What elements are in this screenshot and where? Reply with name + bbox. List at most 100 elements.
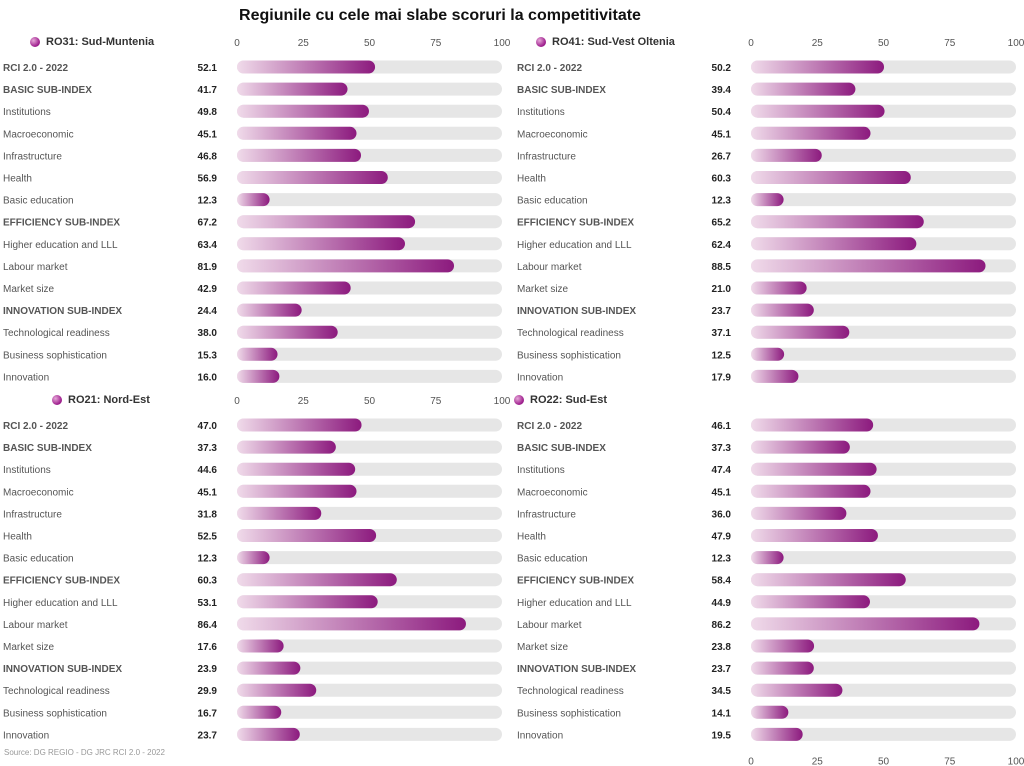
bar [237,705,282,719]
value-label: 17.6 [198,642,218,653]
chart-title: Regiunile cu cele mai slabe scoruri la c… [239,7,641,24]
bar-track [751,193,1016,207]
x-tick-label: 50 [878,756,890,766]
bar-track [751,727,1016,741]
category-label: EFFICIENCY SUB-INDEX [3,218,120,229]
bar [751,705,789,719]
bar [751,529,878,542]
category-label: Innovation [3,372,49,383]
category-label: Technological readiness [517,686,624,697]
bar [751,639,815,653]
bar-track [237,727,502,741]
x-tick-label: 25 [298,396,310,407]
bar-track [237,705,502,719]
bar [751,506,847,520]
bar-chart-nord-est: 0 25 50 75 100 RCI 2.0 - 2022 47.0 BASIC SUB-IN… [3,396,511,741]
category-label: Health [3,532,32,543]
category-label: RCI 2.0 - 2022 [3,421,68,432]
x-tick-label: 75 [944,756,956,766]
bar [237,325,338,339]
bar [237,595,378,609]
value-label: 50.4 [712,107,732,118]
bar-track [751,661,1016,675]
bar [237,171,388,184]
category-label: Technological readiness [3,328,110,339]
bar [751,617,980,631]
bar [751,440,850,454]
panel-header: RO41: Sud-Vest Oltenia [536,34,675,50]
category-label: Labour market [517,620,582,631]
panel-title: RO31: Sud-Muntenia [46,36,155,48]
bar [237,126,357,140]
category-label: Innovation [3,730,49,741]
value-label: 45.1 [198,129,218,140]
category-label: Higher education and LLL [3,598,118,609]
category-label: Business sophistication [3,350,107,361]
category-label: Innovation [517,730,563,741]
bar [751,347,785,361]
value-label: 45.1 [712,487,732,498]
value-label: 16.7 [198,708,218,719]
category-label: EFFICIENCY SUB-INDEX [517,576,634,587]
category-label: Business sophistication [517,708,621,719]
bar-track [751,369,1016,383]
category-label: Basic education [3,554,74,565]
value-label: 44.9 [712,598,732,609]
bar-track [751,639,1016,653]
category-label: Market size [3,284,55,295]
bar [751,259,986,273]
value-label: 39.4 [712,85,732,96]
value-label: 81.9 [198,262,218,273]
bar [751,325,850,339]
bar [751,484,871,498]
category-label: Technological readiness [517,328,624,339]
x-tick-label: 25 [298,38,310,49]
bar-track [751,551,1016,565]
value-label: 21.0 [712,284,732,295]
bar [751,193,784,207]
bar [237,347,278,361]
bar [751,369,799,383]
value-label: 44.6 [198,465,218,476]
category-label: BASIC SUB-INDEX [517,85,606,96]
panel-header: RO22: Sud-Est [514,392,607,408]
category-label: Higher education and LLL [517,240,632,251]
value-label: 46.8 [198,151,218,162]
value-label: 15.3 [198,350,218,361]
category-label: Health [3,174,32,185]
bullet-dot-icon [52,395,62,405]
category-label: EFFICIENCY SUB-INDEX [517,218,634,229]
value-label: 47.0 [198,421,218,432]
bar [751,104,885,118]
value-label: 53.1 [198,598,218,609]
bar-chart-sud-est: 0 25 50 75 100 RCI 2.0 - 2022 46.1 BASIC SUB-IN… [517,418,1024,766]
value-label: 37.3 [712,443,732,454]
bar-track [751,303,1016,317]
value-label: 50.2 [712,63,732,74]
x-tick-label: 25 [812,756,824,766]
value-label: 12.3 [198,196,218,207]
panel-nord-est: RO21: Nord-Est 0 25 50 75 100 RCI 2.0 - 2022 4… [0,392,512,752]
category-label: RCI 2.0 - 2022 [3,63,68,74]
value-label: 67.2 [198,218,218,229]
bullet-dot-icon [30,37,40,47]
category-label: INNOVATION SUB-INDEX [517,664,636,675]
bar [751,661,814,675]
bar-track [751,347,1016,361]
value-label: 65.2 [712,218,732,229]
bar [751,462,877,476]
value-label: 47.9 [712,532,732,543]
value-label: 63.4 [198,240,218,251]
x-tick-label: 25 [812,38,824,49]
bar [237,440,336,454]
value-label: 52.5 [198,532,218,543]
x-tick-label: 50 [364,396,376,407]
value-label: 23.7 [712,306,732,317]
category-label: Macroeconomic [3,129,74,140]
value-label: 31.8 [198,509,218,520]
value-label: 37.3 [198,443,218,454]
category-label: Infrastructure [3,151,62,162]
x-tick-label: 75 [430,38,442,49]
category-label: Market size [517,642,569,653]
bar [751,595,870,609]
